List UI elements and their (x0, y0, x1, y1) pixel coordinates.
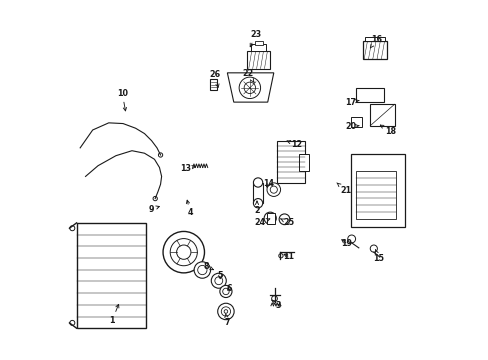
Text: 25: 25 (280, 219, 294, 228)
Text: 3: 3 (271, 300, 281, 310)
Text: 16: 16 (369, 35, 381, 48)
Text: 12: 12 (286, 140, 302, 149)
Text: 18: 18 (380, 125, 395, 136)
Text: 8: 8 (203, 262, 213, 271)
Text: 23: 23 (250, 30, 261, 47)
Circle shape (214, 277, 222, 285)
Text: 11: 11 (283, 252, 294, 261)
Text: 2: 2 (254, 201, 259, 215)
Bar (355, 88, 383, 102)
Text: 26: 26 (209, 70, 220, 87)
Circle shape (211, 273, 226, 288)
Circle shape (176, 245, 190, 259)
Circle shape (194, 262, 210, 278)
Circle shape (270, 186, 277, 193)
Text: 20: 20 (345, 122, 358, 131)
Circle shape (70, 320, 75, 325)
Text: 1: 1 (109, 305, 119, 324)
Circle shape (70, 226, 75, 231)
Circle shape (158, 153, 163, 157)
Text: 14: 14 (263, 179, 274, 188)
Circle shape (279, 214, 289, 225)
Circle shape (163, 231, 204, 273)
Text: 24: 24 (254, 219, 269, 228)
Circle shape (347, 235, 355, 243)
Bar (369, 104, 394, 126)
Bar (247, 51, 269, 68)
Text: 9: 9 (148, 205, 159, 214)
Text: 22: 22 (242, 69, 254, 82)
Bar (355, 171, 395, 219)
Circle shape (244, 82, 255, 94)
Bar (266, 213, 274, 224)
Circle shape (197, 265, 206, 275)
Text: 10: 10 (117, 89, 127, 111)
Circle shape (266, 183, 280, 197)
Bar (250, 44, 266, 51)
Circle shape (224, 310, 227, 313)
Bar (298, 154, 308, 171)
Circle shape (221, 307, 230, 316)
Text: 21: 21 (336, 183, 351, 195)
Circle shape (264, 212, 276, 224)
Circle shape (217, 303, 234, 320)
Circle shape (369, 245, 377, 252)
Circle shape (153, 197, 157, 201)
Circle shape (220, 285, 231, 297)
Text: 19: 19 (341, 239, 352, 248)
Text: 4: 4 (186, 200, 193, 217)
Circle shape (239, 77, 260, 99)
Text: 13: 13 (180, 164, 195, 173)
Bar (363, 41, 386, 59)
Text: 15: 15 (372, 250, 383, 263)
Circle shape (253, 178, 262, 187)
Circle shape (222, 288, 229, 295)
Circle shape (170, 239, 197, 266)
Circle shape (278, 253, 283, 258)
Circle shape (253, 199, 262, 208)
Bar (253, 183, 262, 203)
Bar (350, 117, 362, 127)
Bar (209, 78, 217, 90)
Bar (77, 223, 146, 328)
Text: 6: 6 (226, 284, 232, 293)
Bar (365, 37, 385, 41)
Polygon shape (350, 154, 404, 227)
Text: 17: 17 (345, 98, 358, 107)
Bar (254, 41, 262, 45)
Circle shape (271, 296, 277, 301)
Text: 7: 7 (224, 314, 230, 327)
Polygon shape (227, 73, 273, 102)
Bar (277, 141, 305, 183)
Text: 5: 5 (217, 271, 223, 280)
